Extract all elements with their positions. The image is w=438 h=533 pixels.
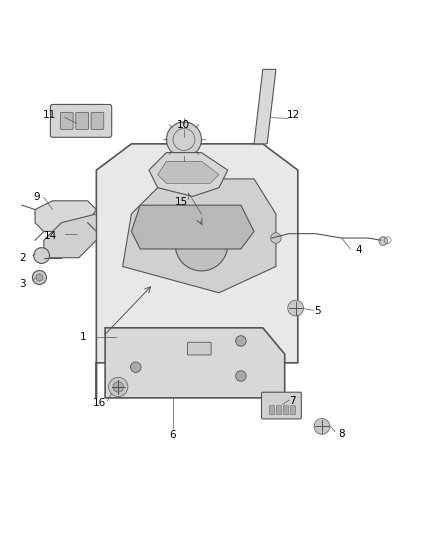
- Circle shape: [175, 219, 228, 271]
- Circle shape: [314, 418, 330, 434]
- Text: 14: 14: [44, 231, 57, 241]
- FancyBboxPatch shape: [76, 112, 88, 130]
- Circle shape: [271, 233, 281, 243]
- Circle shape: [36, 274, 43, 281]
- Text: 8: 8: [338, 429, 345, 439]
- FancyBboxPatch shape: [91, 112, 104, 130]
- FancyBboxPatch shape: [187, 342, 211, 355]
- Polygon shape: [149, 152, 228, 197]
- Polygon shape: [131, 205, 254, 249]
- Text: 16: 16: [93, 398, 106, 408]
- Polygon shape: [96, 144, 298, 398]
- FancyBboxPatch shape: [290, 406, 296, 415]
- Text: 3: 3: [19, 279, 26, 289]
- Circle shape: [131, 362, 141, 373]
- Circle shape: [113, 382, 124, 392]
- FancyBboxPatch shape: [283, 406, 289, 415]
- Circle shape: [34, 248, 49, 263]
- Circle shape: [166, 122, 201, 157]
- Text: 4: 4: [356, 245, 363, 255]
- FancyBboxPatch shape: [276, 406, 282, 415]
- Polygon shape: [105, 328, 285, 398]
- Text: 2: 2: [19, 253, 26, 263]
- Polygon shape: [254, 69, 276, 144]
- FancyBboxPatch shape: [269, 406, 275, 415]
- Circle shape: [236, 336, 246, 346]
- FancyBboxPatch shape: [50, 104, 112, 138]
- Text: 15: 15: [175, 197, 188, 207]
- Circle shape: [379, 237, 388, 246]
- Text: 11: 11: [42, 110, 56, 120]
- Text: 1: 1: [80, 332, 87, 342]
- FancyBboxPatch shape: [261, 392, 301, 419]
- Polygon shape: [35, 201, 96, 231]
- Text: 5: 5: [314, 306, 321, 316]
- Text: 7: 7: [289, 396, 296, 406]
- Polygon shape: [44, 214, 96, 258]
- Circle shape: [288, 300, 304, 316]
- Circle shape: [236, 371, 246, 381]
- Circle shape: [109, 377, 128, 397]
- Text: 9: 9: [33, 192, 40, 203]
- Text: 12: 12: [287, 110, 300, 120]
- FancyBboxPatch shape: [60, 112, 73, 130]
- Polygon shape: [158, 161, 219, 183]
- Text: 10: 10: [177, 120, 190, 131]
- Circle shape: [32, 270, 46, 285]
- Polygon shape: [123, 179, 276, 293]
- Text: 6: 6: [170, 430, 177, 440]
